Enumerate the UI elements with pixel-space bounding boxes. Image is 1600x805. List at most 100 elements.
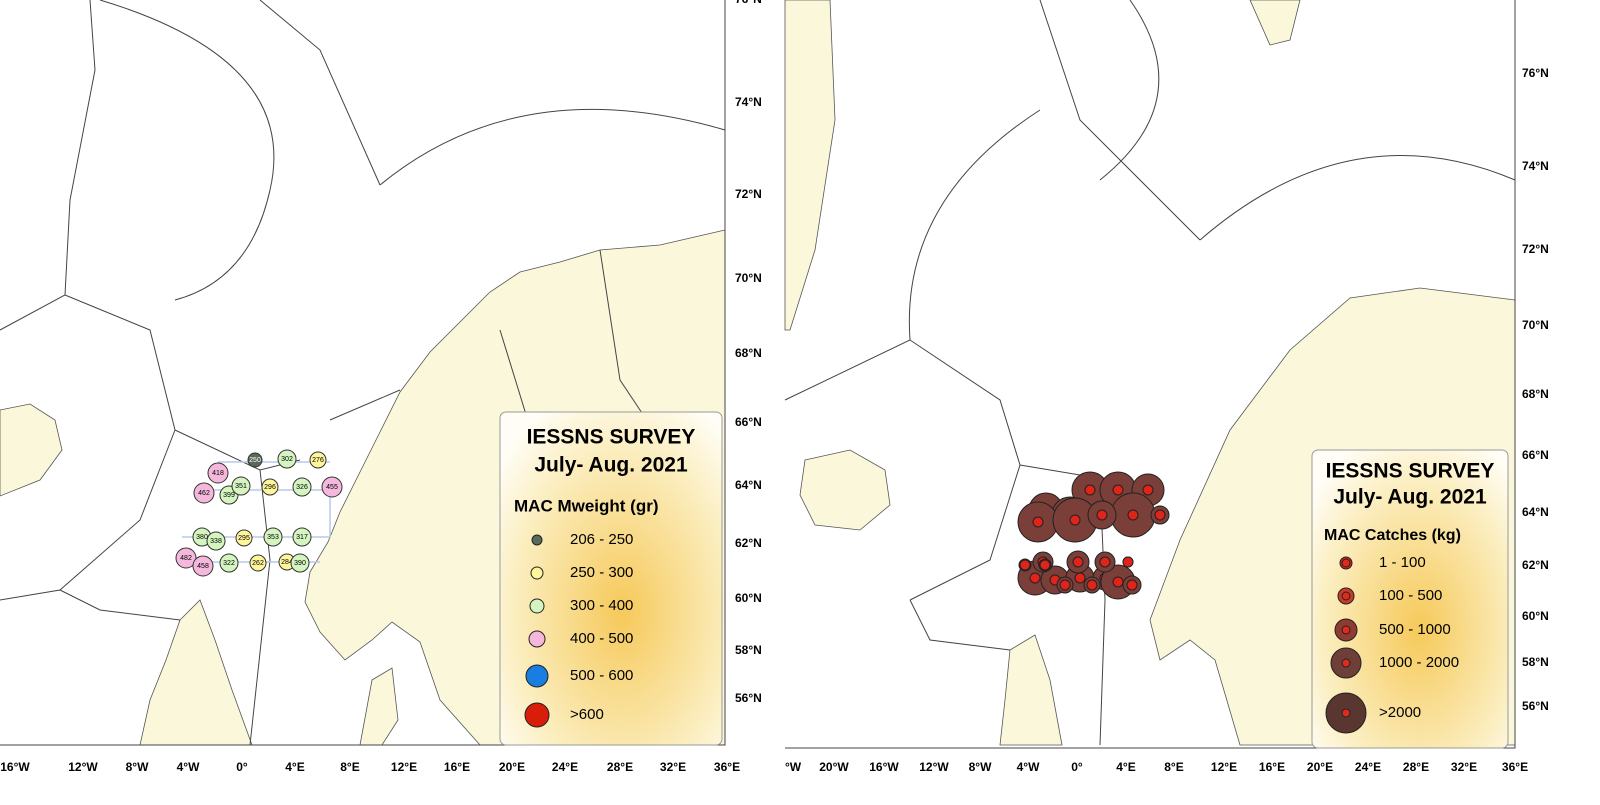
station xyxy=(277,449,297,469)
catch xyxy=(1127,509,1139,521)
legend-subtitle: July- Aug. 2021 xyxy=(1333,486,1487,509)
lon-label: 16°W xyxy=(0,760,30,774)
station-label: 462 xyxy=(198,490,210,497)
legend-item: 206 - 250 xyxy=(570,531,633,548)
lon-label: 4°E xyxy=(1116,760,1135,774)
lat-label: 74°N xyxy=(735,95,762,109)
station xyxy=(193,482,215,504)
station xyxy=(261,478,279,496)
station xyxy=(321,476,343,498)
lon-label: 24°E xyxy=(552,760,578,774)
station xyxy=(247,452,263,468)
station-label: 284 xyxy=(281,559,293,566)
lon-label: 24°E xyxy=(1355,760,1381,774)
legend-item: 250 - 300 xyxy=(570,564,633,581)
lon-label: 0° xyxy=(1071,760,1083,774)
station-label: 455 xyxy=(326,484,338,491)
catch xyxy=(1029,572,1041,584)
station-label: 482 xyxy=(180,555,192,562)
lon-label: 20°E xyxy=(1307,760,1333,774)
catch xyxy=(1142,484,1154,496)
station xyxy=(290,553,310,573)
lat-label: 76°N xyxy=(1522,66,1549,80)
station-label: 338 xyxy=(210,538,222,545)
catch xyxy=(1039,559,1051,571)
lat-label: 70°N xyxy=(735,271,762,285)
legend-title: IESSNS SURVEY xyxy=(1326,460,1495,483)
station xyxy=(292,477,312,497)
station-label: 250 xyxy=(249,457,261,464)
lon-label: 28°E xyxy=(1403,760,1429,774)
catch xyxy=(1096,509,1108,521)
legend-item: 300 - 400 xyxy=(570,597,633,614)
station-label: 399 xyxy=(223,492,235,499)
lon-label: 32°E xyxy=(660,760,686,774)
legend-symbol xyxy=(1341,625,1351,635)
catch xyxy=(1072,556,1084,568)
station xyxy=(231,476,251,496)
station xyxy=(207,462,229,484)
catch xyxy=(1084,484,1096,496)
station xyxy=(309,451,327,469)
legend-item: 1 - 100 xyxy=(1379,554,1426,571)
catch xyxy=(1086,579,1098,591)
legend-box xyxy=(499,411,723,746)
lat-label: 60°N xyxy=(1522,609,1549,623)
station-label: 458 xyxy=(197,563,209,570)
catch xyxy=(1074,572,1086,584)
lat-label: 70°N xyxy=(1522,318,1549,332)
lon-label: 16°W xyxy=(869,760,899,774)
legend-item: 1000 - 2000 xyxy=(1379,654,1459,671)
station xyxy=(192,555,214,577)
station xyxy=(219,553,239,573)
legend-symbol xyxy=(530,566,544,580)
lon-label: 8°W xyxy=(969,760,992,774)
catch xyxy=(1122,556,1134,568)
lat-label: 62°N xyxy=(735,536,762,550)
catch xyxy=(1069,514,1081,526)
lon-label: 12°E xyxy=(391,760,417,774)
lat-label: 62°N xyxy=(1522,558,1549,572)
lat-label: 64°N xyxy=(735,478,762,492)
station xyxy=(249,554,267,572)
lon-label: 4°E xyxy=(285,760,304,774)
station xyxy=(292,527,312,547)
legend-item: 500 - 600 xyxy=(570,667,633,684)
lat-label: 76°N xyxy=(735,0,762,6)
lat-label: 64°N xyxy=(1522,505,1549,519)
station-label: 418 xyxy=(212,470,224,477)
lat-label: 72°N xyxy=(735,187,762,201)
frame xyxy=(0,0,726,746)
catch xyxy=(1059,579,1071,591)
lat-label: 58°N xyxy=(735,643,762,657)
lat-label: 74°N xyxy=(1522,159,1549,173)
station xyxy=(235,529,253,547)
land xyxy=(0,403,63,497)
lon-label: 4°W xyxy=(1017,760,1040,774)
station-label: 326 xyxy=(296,484,308,491)
legend-title: IESSNS SURVEY xyxy=(527,426,696,449)
station-label: 276 xyxy=(312,457,324,464)
station-label: 380 xyxy=(196,534,208,541)
lon-label: 16°E xyxy=(1259,760,1285,774)
station xyxy=(175,547,197,569)
lon-label: 16°E xyxy=(444,760,470,774)
catch xyxy=(1112,484,1124,496)
legend-item: 400 - 500 xyxy=(570,630,633,647)
catch xyxy=(1019,559,1031,571)
land xyxy=(784,0,836,331)
frame xyxy=(785,0,1516,749)
legend-symbol xyxy=(524,702,550,728)
station-label: 295 xyxy=(238,535,250,542)
land xyxy=(359,667,399,746)
legend-symbol xyxy=(529,598,545,614)
lon-label: 36°E xyxy=(1502,760,1528,774)
station-label: 262 xyxy=(252,560,264,567)
catch xyxy=(1032,516,1044,528)
legend-symbol xyxy=(531,534,543,546)
legend-item: 500 - 1000 xyxy=(1379,621,1451,638)
lat-label: 56°N xyxy=(1522,699,1549,713)
legend-box xyxy=(1311,449,1509,749)
station xyxy=(206,531,226,551)
